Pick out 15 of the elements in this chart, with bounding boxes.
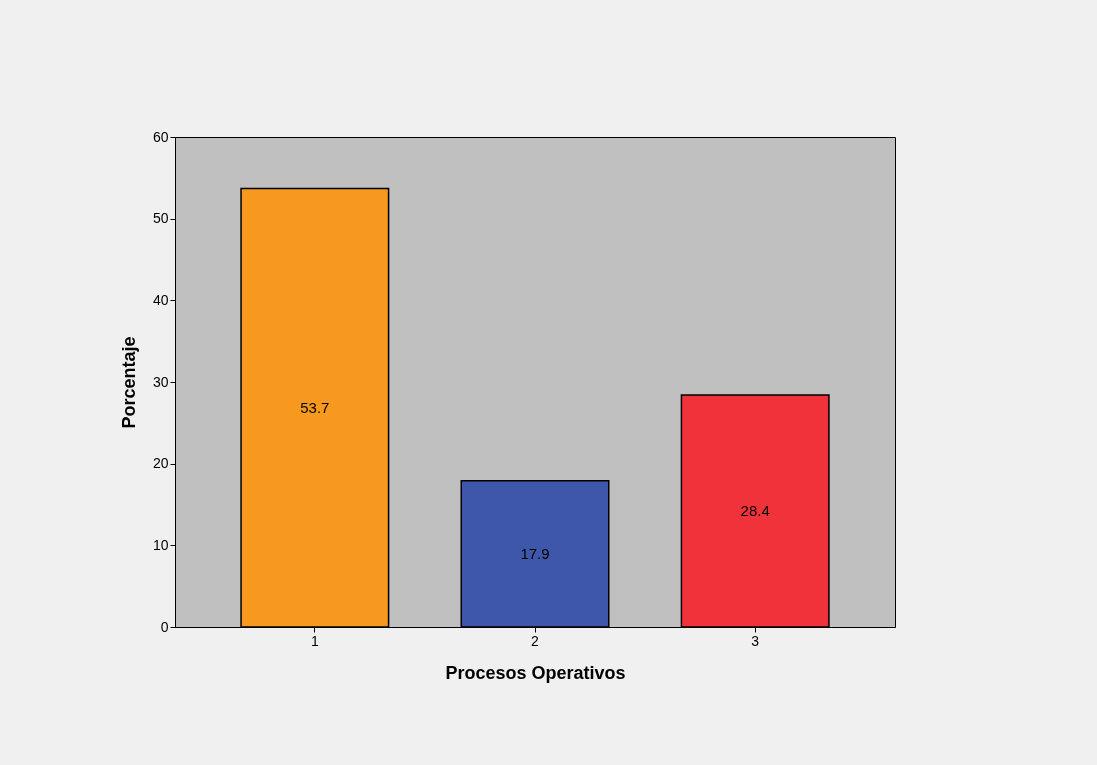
data-label: 17.9 [520, 544, 550, 562]
y-axis-title: Porcentaje [118, 336, 139, 429]
x-tick-label: 1 [310, 632, 319, 649]
y-tick-label: 20 [152, 455, 169, 472]
data-label: 53.7 [300, 398, 330, 416]
y-tick-label: 0 [160, 618, 169, 635]
y-tick-label: 50 [152, 210, 169, 227]
data-label: 28.4 [740, 502, 770, 520]
x-axis-title: Procesos Operativos [445, 662, 626, 683]
x-tick-label: 3 [751, 632, 760, 649]
y-tick-label: 60 [152, 128, 169, 145]
y-tick-label: 30 [152, 373, 169, 390]
y-tick-label: 40 [152, 291, 169, 308]
y-tick-label: 10 [152, 536, 169, 553]
x-tick-label: 2 [531, 632, 540, 649]
